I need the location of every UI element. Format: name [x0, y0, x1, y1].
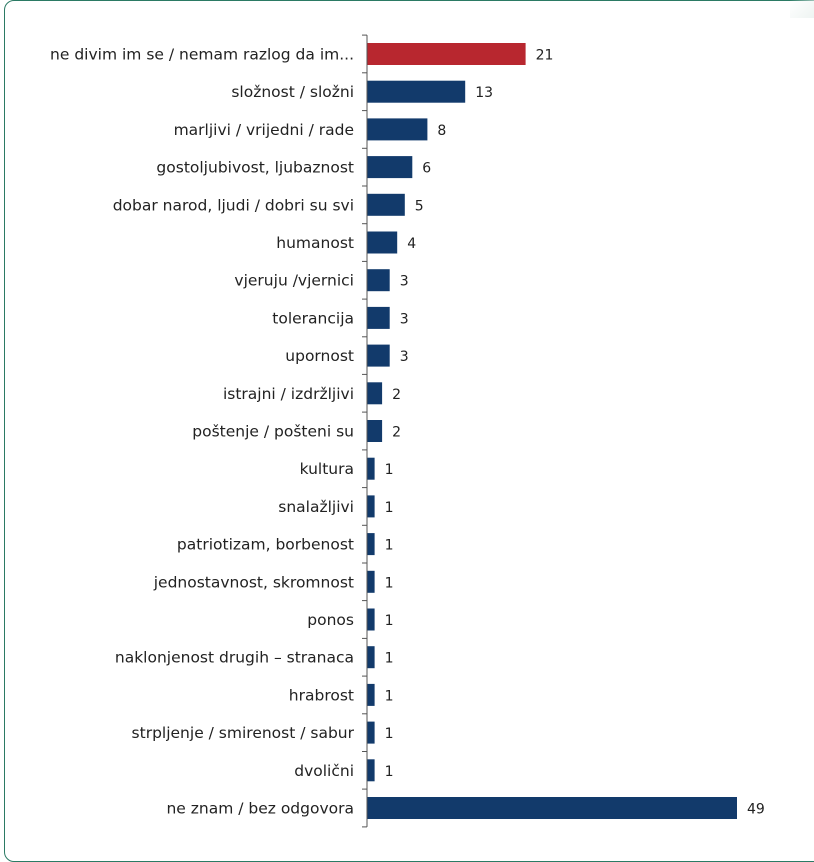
category-label: tolerancija [272, 309, 354, 327]
bar [367, 80, 466, 103]
data-label: 1 [385, 764, 394, 780]
bar [367, 683, 375, 706]
bar [367, 269, 390, 292]
data-label: 1 [385, 613, 394, 629]
data-label: 1 [385, 688, 394, 704]
bar [367, 344, 390, 367]
bar [367, 721, 375, 744]
data-label: 13 [475, 85, 493, 101]
bar [367, 193, 405, 216]
category-label: poštenje / pošteni su [192, 423, 354, 441]
category-label: ne znam / bez odgovora [166, 800, 354, 818]
data-label: 49 [747, 802, 765, 818]
category-label: ne divim im se / nemam razlog da im... [50, 46, 354, 64]
bar [367, 797, 737, 819]
bar [367, 533, 375, 556]
category-label: dobar narod, ljudi / dobri su svi [113, 196, 354, 214]
category-label: marljivi / vrijedni / rade [174, 121, 354, 139]
data-label: 1 [385, 575, 394, 591]
category-label: složnost / složni [231, 83, 354, 101]
data-label: 21 [536, 48, 554, 64]
data-label: 1 [385, 538, 394, 554]
data-label: 2 [392, 425, 401, 441]
category-label: humanost [276, 234, 354, 252]
data-label: 3 [400, 311, 409, 327]
category-label: kultura [300, 460, 354, 478]
data-label: 1 [385, 651, 394, 667]
category-label: vjeruju /vjernici [234, 272, 354, 290]
bar [367, 231, 398, 254]
bar [367, 420, 383, 442]
category-label: snalažljivi [278, 498, 354, 516]
category-label: patriotizam, borbenost [177, 536, 354, 554]
chart-frame [4, 0, 814, 862]
category-label: jednostavnost, skromnost [153, 573, 354, 591]
bar [367, 306, 390, 329]
category-label: gostoljubivost, ljubaznost [156, 159, 354, 177]
bar [367, 759, 375, 782]
category-label: naklonjenost drugih – stranaca [115, 649, 354, 667]
bar [367, 156, 413, 179]
bar [367, 382, 383, 405]
data-label: 6 [422, 161, 431, 177]
category-label: istrajni / izdržljivi [223, 385, 354, 403]
category-label: dvolični [294, 762, 354, 780]
data-label: 8 [437, 123, 446, 139]
data-label: 2 [392, 387, 401, 403]
data-label: 1 [385, 462, 394, 478]
category-label: hrabrost [289, 686, 354, 704]
data-label: 1 [385, 726, 394, 742]
bar [367, 457, 375, 480]
bar [367, 570, 375, 593]
bar [367, 43, 526, 65]
corner-decoration [790, 0, 814, 18]
category-label: ponos [307, 611, 354, 629]
data-label: 4 [407, 236, 416, 252]
data-label: 3 [400, 349, 409, 365]
data-label: 5 [415, 198, 424, 214]
bar [367, 608, 375, 631]
bar [367, 118, 428, 141]
data-label: 1 [385, 500, 394, 516]
bar [367, 495, 375, 518]
category-label: upornost [285, 347, 354, 365]
data-label: 3 [400, 274, 409, 290]
category-label: strpljenje / smirenost / sabur [132, 724, 355, 742]
bar [367, 646, 375, 669]
